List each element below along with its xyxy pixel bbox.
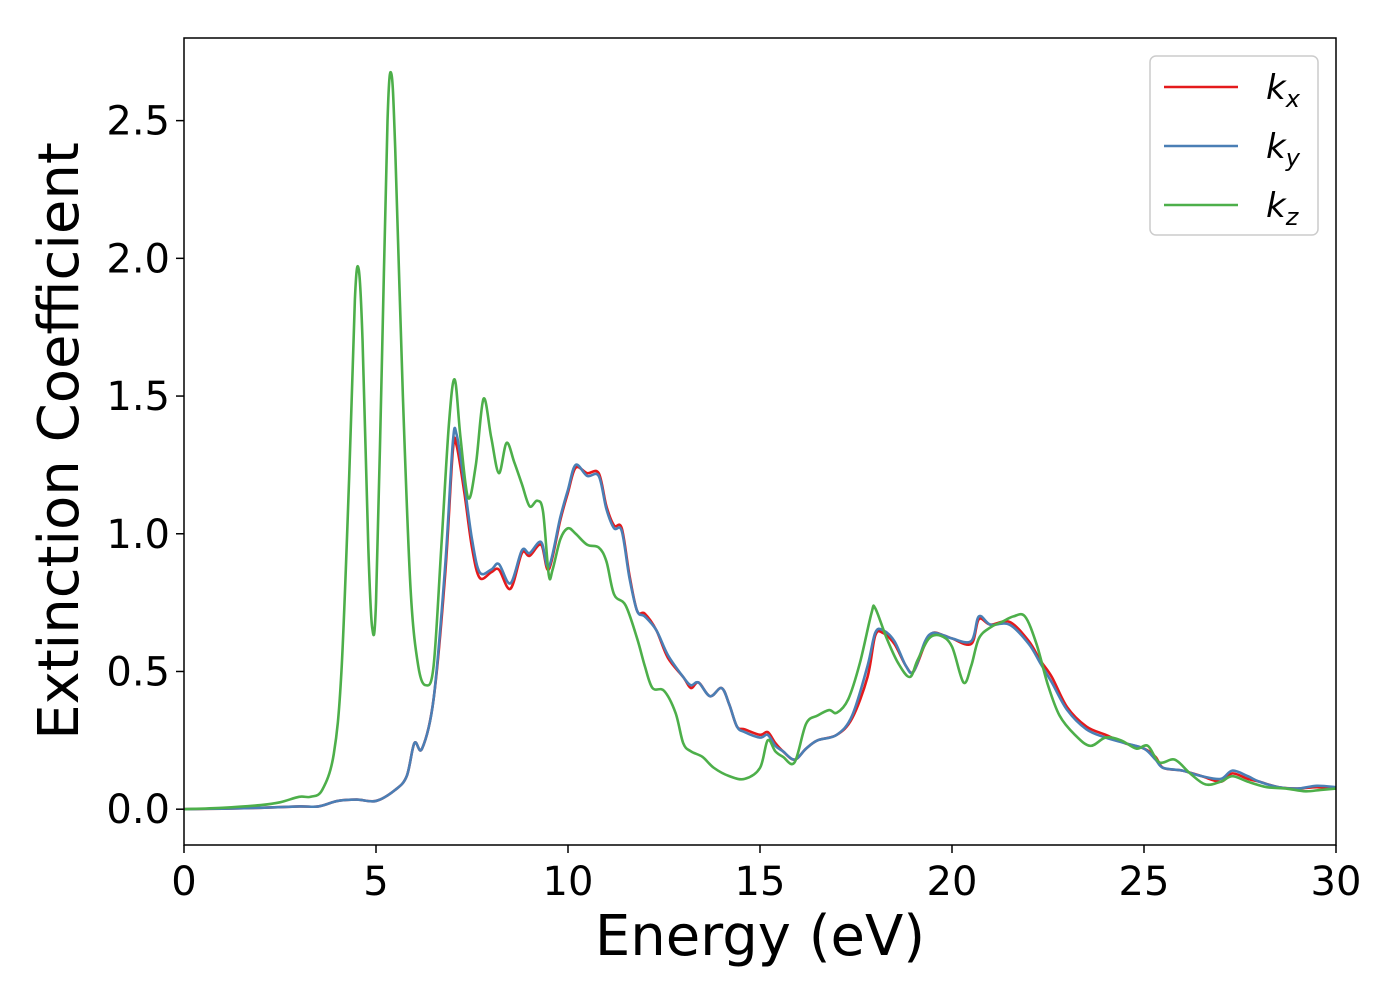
- y-tick-label: 0.0: [106, 787, 170, 833]
- legend-label-y: ky: [1266, 127, 1301, 172]
- x-tick-label: 20: [927, 859, 978, 905]
- x-tick-label: 10: [543, 859, 594, 905]
- y-tick-label: 2.0: [106, 236, 170, 282]
- x-tick-label: 5: [363, 859, 388, 905]
- x-axis-title: Energy (eV): [595, 904, 925, 969]
- x-tick-label: 15: [735, 859, 786, 905]
- series-line-ky: [184, 426, 1336, 811]
- x-tick-label: 25: [1119, 859, 1170, 905]
- y-tick-label: 2.5: [106, 99, 170, 145]
- series-line-kz: [184, 70, 1336, 811]
- y-tick-label: 1.5: [106, 374, 170, 420]
- ticks-layer: 0 5 10 15 20 25 30 0.0 0.5 1.0 1.5 2.0 2.5: [106, 99, 1361, 905]
- legend: kx ky kz: [1149, 55, 1319, 236]
- legend-label-x: kx: [1266, 68, 1301, 113]
- x-tick-label: 30: [1311, 859, 1362, 905]
- y-tick-label: 0.5: [106, 649, 170, 695]
- y-axis-title: Extinction Coefficient: [27, 142, 92, 740]
- y-tick-label: 1.0: [106, 512, 170, 558]
- x-tick-label: 0: [171, 859, 196, 905]
- legend-label-z: kz: [1266, 186, 1300, 231]
- series-layer: [184, 70, 1336, 811]
